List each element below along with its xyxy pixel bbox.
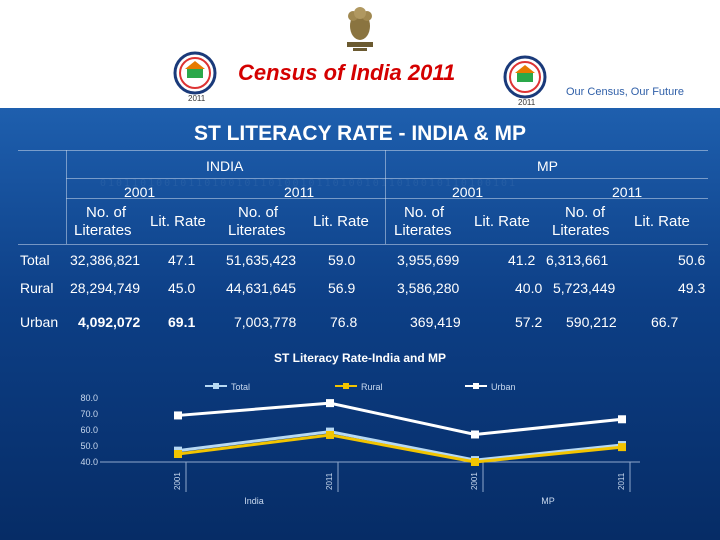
table-cell: 47.1 bbox=[168, 252, 196, 268]
column-header: Lit. Rate bbox=[313, 213, 369, 230]
series-line-urban bbox=[177, 401, 623, 436]
table-cell: 7,003,778 bbox=[234, 314, 297, 330]
table-cell: 69.1 bbox=[168, 314, 196, 330]
x-group-label: MP bbox=[541, 496, 555, 506]
table-cell: 51,635,423 bbox=[226, 252, 297, 268]
table-cell: 50.6 bbox=[678, 252, 706, 268]
tagline: Our Census, Our Future bbox=[566, 86, 684, 98]
x-tick-label: 2011 bbox=[325, 472, 334, 490]
data-point bbox=[326, 399, 334, 408]
y-tick-label: 80.0 bbox=[80, 393, 98, 403]
group-header-india: INDIA bbox=[206, 158, 244, 174]
legend-label: Total bbox=[231, 382, 250, 392]
census-title: Census of India 2011 bbox=[238, 60, 456, 85]
column-header: No. of bbox=[86, 204, 127, 221]
census-logo-left: 2011 bbox=[170, 50, 220, 103]
national-emblem-icon bbox=[347, 7, 373, 51]
x-group-label: India bbox=[244, 496, 264, 506]
table-cell: 56.9 bbox=[328, 280, 356, 296]
data-point bbox=[618, 443, 626, 452]
x-tick-label: 2001 bbox=[173, 472, 182, 490]
table-cell: 6,313,661 bbox=[546, 252, 609, 268]
table-cell: 3,955,699 bbox=[397, 252, 460, 268]
column-header: No. of bbox=[238, 204, 279, 221]
table-cell: 40.0 bbox=[515, 280, 543, 296]
table-cell: 590,212 bbox=[566, 314, 617, 330]
slide-header: 2011 Census of India 2011 2011 Our Censu… bbox=[0, 0, 720, 108]
x-tick-label: 2001 bbox=[470, 472, 479, 490]
series-line-total bbox=[177, 430, 623, 462]
table-cell: 57.2 bbox=[515, 314, 543, 330]
column-header: Literates bbox=[552, 222, 610, 239]
column-header: No. of bbox=[565, 204, 606, 221]
legend-marker bbox=[343, 383, 349, 389]
census-logo-right: 2011 bbox=[500, 54, 550, 107]
group-header-mp: MP bbox=[537, 158, 558, 174]
column-header: Lit. Rate bbox=[150, 213, 206, 230]
table-cell: 45.0 bbox=[168, 280, 196, 296]
table-border-year bbox=[66, 198, 708, 199]
data-point bbox=[174, 411, 182, 420]
series-line-rural bbox=[177, 433, 623, 464]
data-point bbox=[174, 450, 182, 458]
table-cell: 49.3 bbox=[678, 280, 706, 296]
row-label-total: Total bbox=[20, 252, 50, 268]
row-label-rural: Rural bbox=[20, 280, 54, 296]
table-cell: 66.7 bbox=[651, 314, 679, 330]
table-cell: 44,631,645 bbox=[226, 280, 297, 296]
table-cell: 28,294,749 bbox=[70, 280, 141, 296]
year-header: 2011 bbox=[612, 184, 643, 200]
table-border-group bbox=[66, 178, 708, 179]
y-tick-label: 40.0 bbox=[80, 457, 98, 467]
table-cell: 32,386,821 bbox=[70, 252, 141, 268]
logo-year-left: 2011 bbox=[188, 94, 206, 103]
table-cell: 76.8 bbox=[330, 314, 358, 330]
legend-label: Urban bbox=[491, 382, 516, 392]
y-tick-label: 70.0 bbox=[80, 409, 98, 419]
y-tick-label: 50.0 bbox=[80, 441, 98, 451]
year-header: 2001 bbox=[124, 184, 156, 200]
table-cell: 5,723,449 bbox=[553, 280, 616, 296]
chart-title: ST Literacy Rate-India and MP bbox=[274, 351, 446, 365]
background-pattern: 0101101001011010010110100101101001011010… bbox=[100, 178, 518, 189]
x-tick-label: 2011 bbox=[617, 472, 626, 490]
table-border-top bbox=[18, 150, 708, 151]
table-border-header bbox=[18, 244, 708, 245]
column-header: Lit. Rate bbox=[474, 213, 530, 230]
legend-label: Rural bbox=[361, 382, 383, 392]
y-tick-label: 60.0 bbox=[80, 425, 98, 435]
table-cell: 3,586,280 bbox=[397, 280, 460, 296]
slide-title: ST LITERACY RATE - INDIA & MP bbox=[193, 122, 527, 145]
logo-year-right: 2011 bbox=[518, 98, 536, 107]
column-header: Literates bbox=[394, 222, 452, 239]
census-logo-icon bbox=[173, 51, 217, 95]
year-header: 2011 bbox=[284, 184, 315, 200]
column-header: Literates bbox=[74, 222, 132, 239]
slide-body: 0101101001011010010110100101101001011010… bbox=[0, 108, 720, 540]
column-header: No. of bbox=[404, 204, 445, 221]
table-divider-middle bbox=[385, 150, 386, 244]
data-point bbox=[326, 430, 334, 439]
column-header: Literates bbox=[228, 222, 286, 239]
table-cell: 4,092,072 bbox=[78, 314, 141, 330]
column-header: Lit. Rate bbox=[634, 213, 690, 230]
data-point bbox=[618, 415, 626, 424]
table-divider-left bbox=[66, 150, 67, 244]
row-label-urban: Urban bbox=[20, 314, 59, 330]
year-header: 2001 bbox=[452, 184, 484, 200]
data-point bbox=[471, 458, 479, 466]
table-cell: 59.0 bbox=[328, 252, 356, 268]
census-logo-icon bbox=[503, 55, 547, 99]
legend-marker bbox=[213, 383, 219, 389]
table-cell: 41.2 bbox=[508, 252, 536, 268]
data-point bbox=[471, 430, 479, 439]
table-cell: 369,419 bbox=[410, 314, 461, 330]
legend-marker bbox=[473, 383, 479, 389]
